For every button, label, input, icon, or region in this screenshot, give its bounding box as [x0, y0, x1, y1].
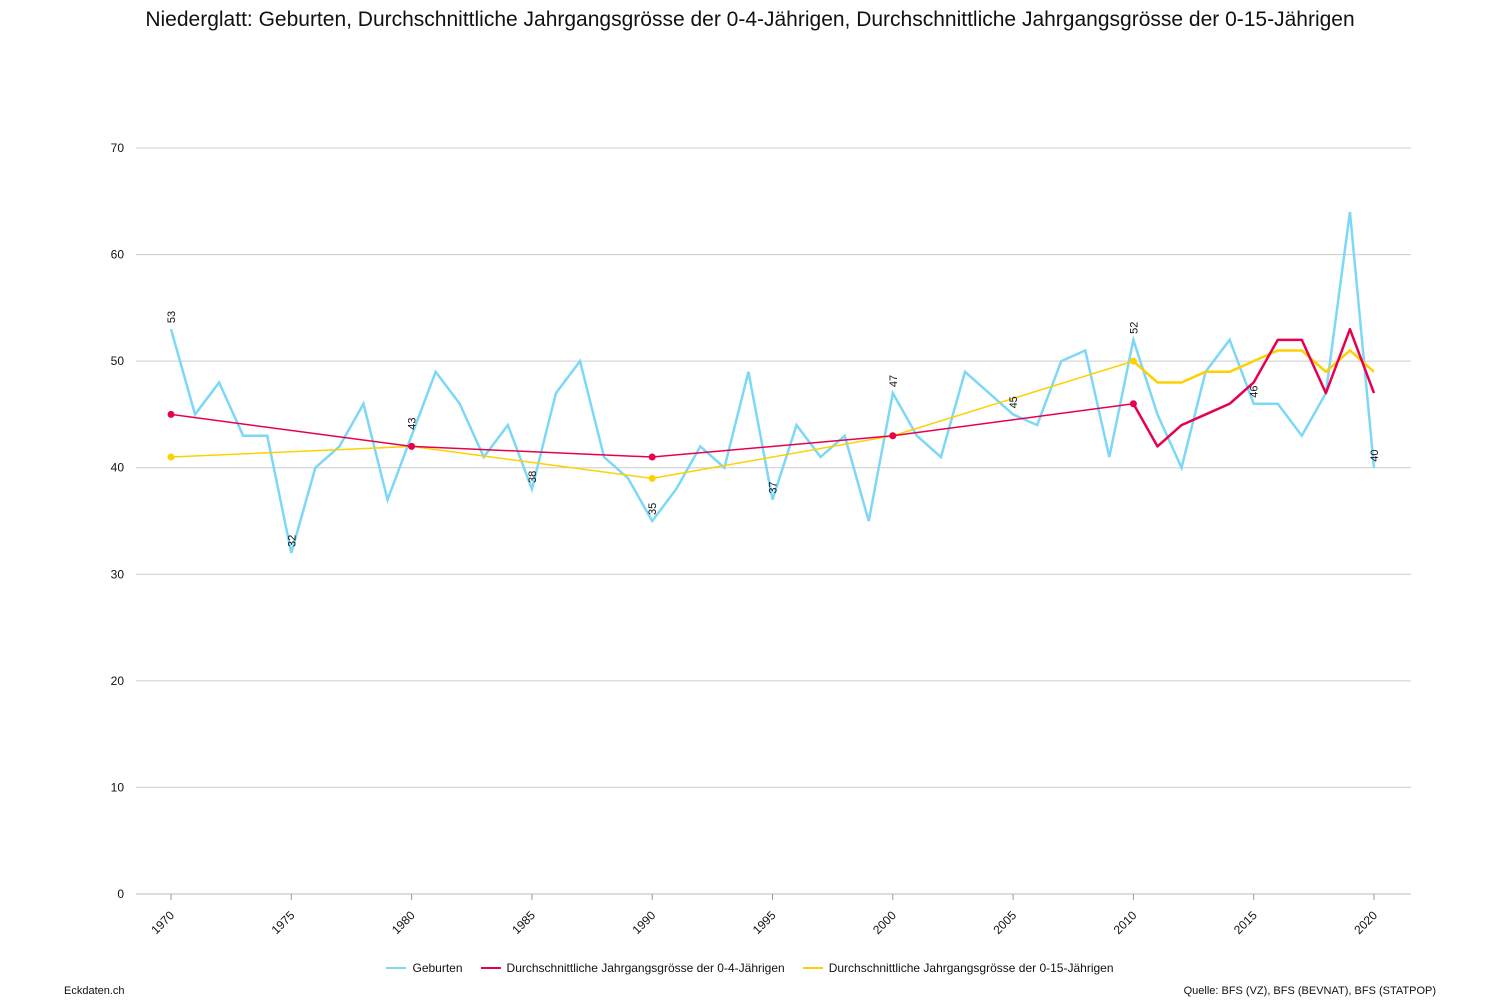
y-tick-label: 60: [111, 248, 125, 262]
data-label: 45: [1008, 396, 1020, 408]
y-tick-label: 30: [111, 567, 125, 581]
avg-0-15-line-decadal: [170, 360, 1134, 480]
data-label: 35: [647, 503, 659, 515]
x-tick-label: 1990: [630, 908, 659, 937]
x-tick-label: 2005: [990, 908, 1019, 937]
x-tick-label: 1980: [389, 908, 418, 937]
legend-swatch: [480, 967, 501, 969]
y-tick-label: 70: [111, 141, 125, 155]
y-tick-label: 10: [111, 780, 125, 794]
x-tick-label: 2000: [870, 908, 899, 937]
data-label: 46: [1249, 386, 1261, 398]
legend-label: Durchschnittliche Jahrgangsgrösse der 0-…: [828, 961, 1114, 975]
x-tick-label: 2010: [1111, 908, 1140, 937]
avg-0-4-point: [167, 410, 175, 418]
data-label: 43: [407, 417, 419, 429]
avg-0-4-point: [408, 442, 416, 450]
avg-0-15-point: [1129, 357, 1137, 365]
chart-title: Niederglatt: Geburten, Durchschnittliche…: [145, 8, 1355, 31]
y-tick-label: 40: [111, 461, 125, 475]
legend-label: Durchschnittliche Jahrgangsgrösse der 0-…: [506, 961, 785, 975]
legend-label: Geburten: [412, 961, 463, 975]
y-tick-label: 20: [111, 674, 125, 688]
avg-0-4-line-annual: [1132, 327, 1376, 448]
legend-item-0-4[interactable]: Durchschnittliche Jahrgangsgrösse der 0-…: [480, 961, 785, 975]
avg-0-15-line-annual: [1132, 349, 1375, 384]
y-tick-label: 0: [117, 887, 124, 901]
legend-swatch: [386, 967, 407, 969]
avg-0-4-point: [648, 453, 656, 461]
brand-label: Eckdaten.ch: [64, 985, 125, 997]
x-tick-label: 2015: [1231, 908, 1260, 937]
geburten-line: [169, 211, 1376, 554]
data-label: 47: [888, 375, 900, 387]
x-tick-label: 1975: [269, 908, 298, 937]
data-label: 32: [286, 535, 298, 547]
avg-0-4-point: [1129, 400, 1137, 408]
data-label: 52: [1128, 322, 1140, 334]
legend: Geburten Durchschnittliche Jahrgangsgrös…: [0, 961, 1500, 975]
source-label: Quelle: BFS (VZ), BFS (BEVNAT), BFS (STA…: [1183, 985, 1436, 997]
x-tick-label: 1985: [509, 908, 538, 937]
legend-item-geburten[interactable]: Geburten: [386, 961, 463, 975]
avg-0-15-point: [167, 453, 175, 461]
x-tick-label: 1970: [148, 908, 177, 937]
y-tick-label: 50: [111, 354, 125, 368]
avg-0-4-point: [889, 432, 897, 440]
data-label: 40: [1369, 449, 1381, 461]
data-label: 37: [768, 481, 780, 493]
legend-item-0-15[interactable]: Durchschnittliche Jahrgangsgrösse der 0-…: [802, 961, 1114, 975]
avg-0-4-line-decadal: [170, 403, 1134, 458]
data-label: 38: [527, 471, 539, 483]
data-label: 53: [166, 311, 178, 323]
x-tick-label: 2020: [1351, 908, 1380, 937]
legend-swatch: [802, 967, 823, 969]
avg-0-15-point: [648, 474, 656, 482]
x-tick-label: 1995: [750, 908, 779, 937]
